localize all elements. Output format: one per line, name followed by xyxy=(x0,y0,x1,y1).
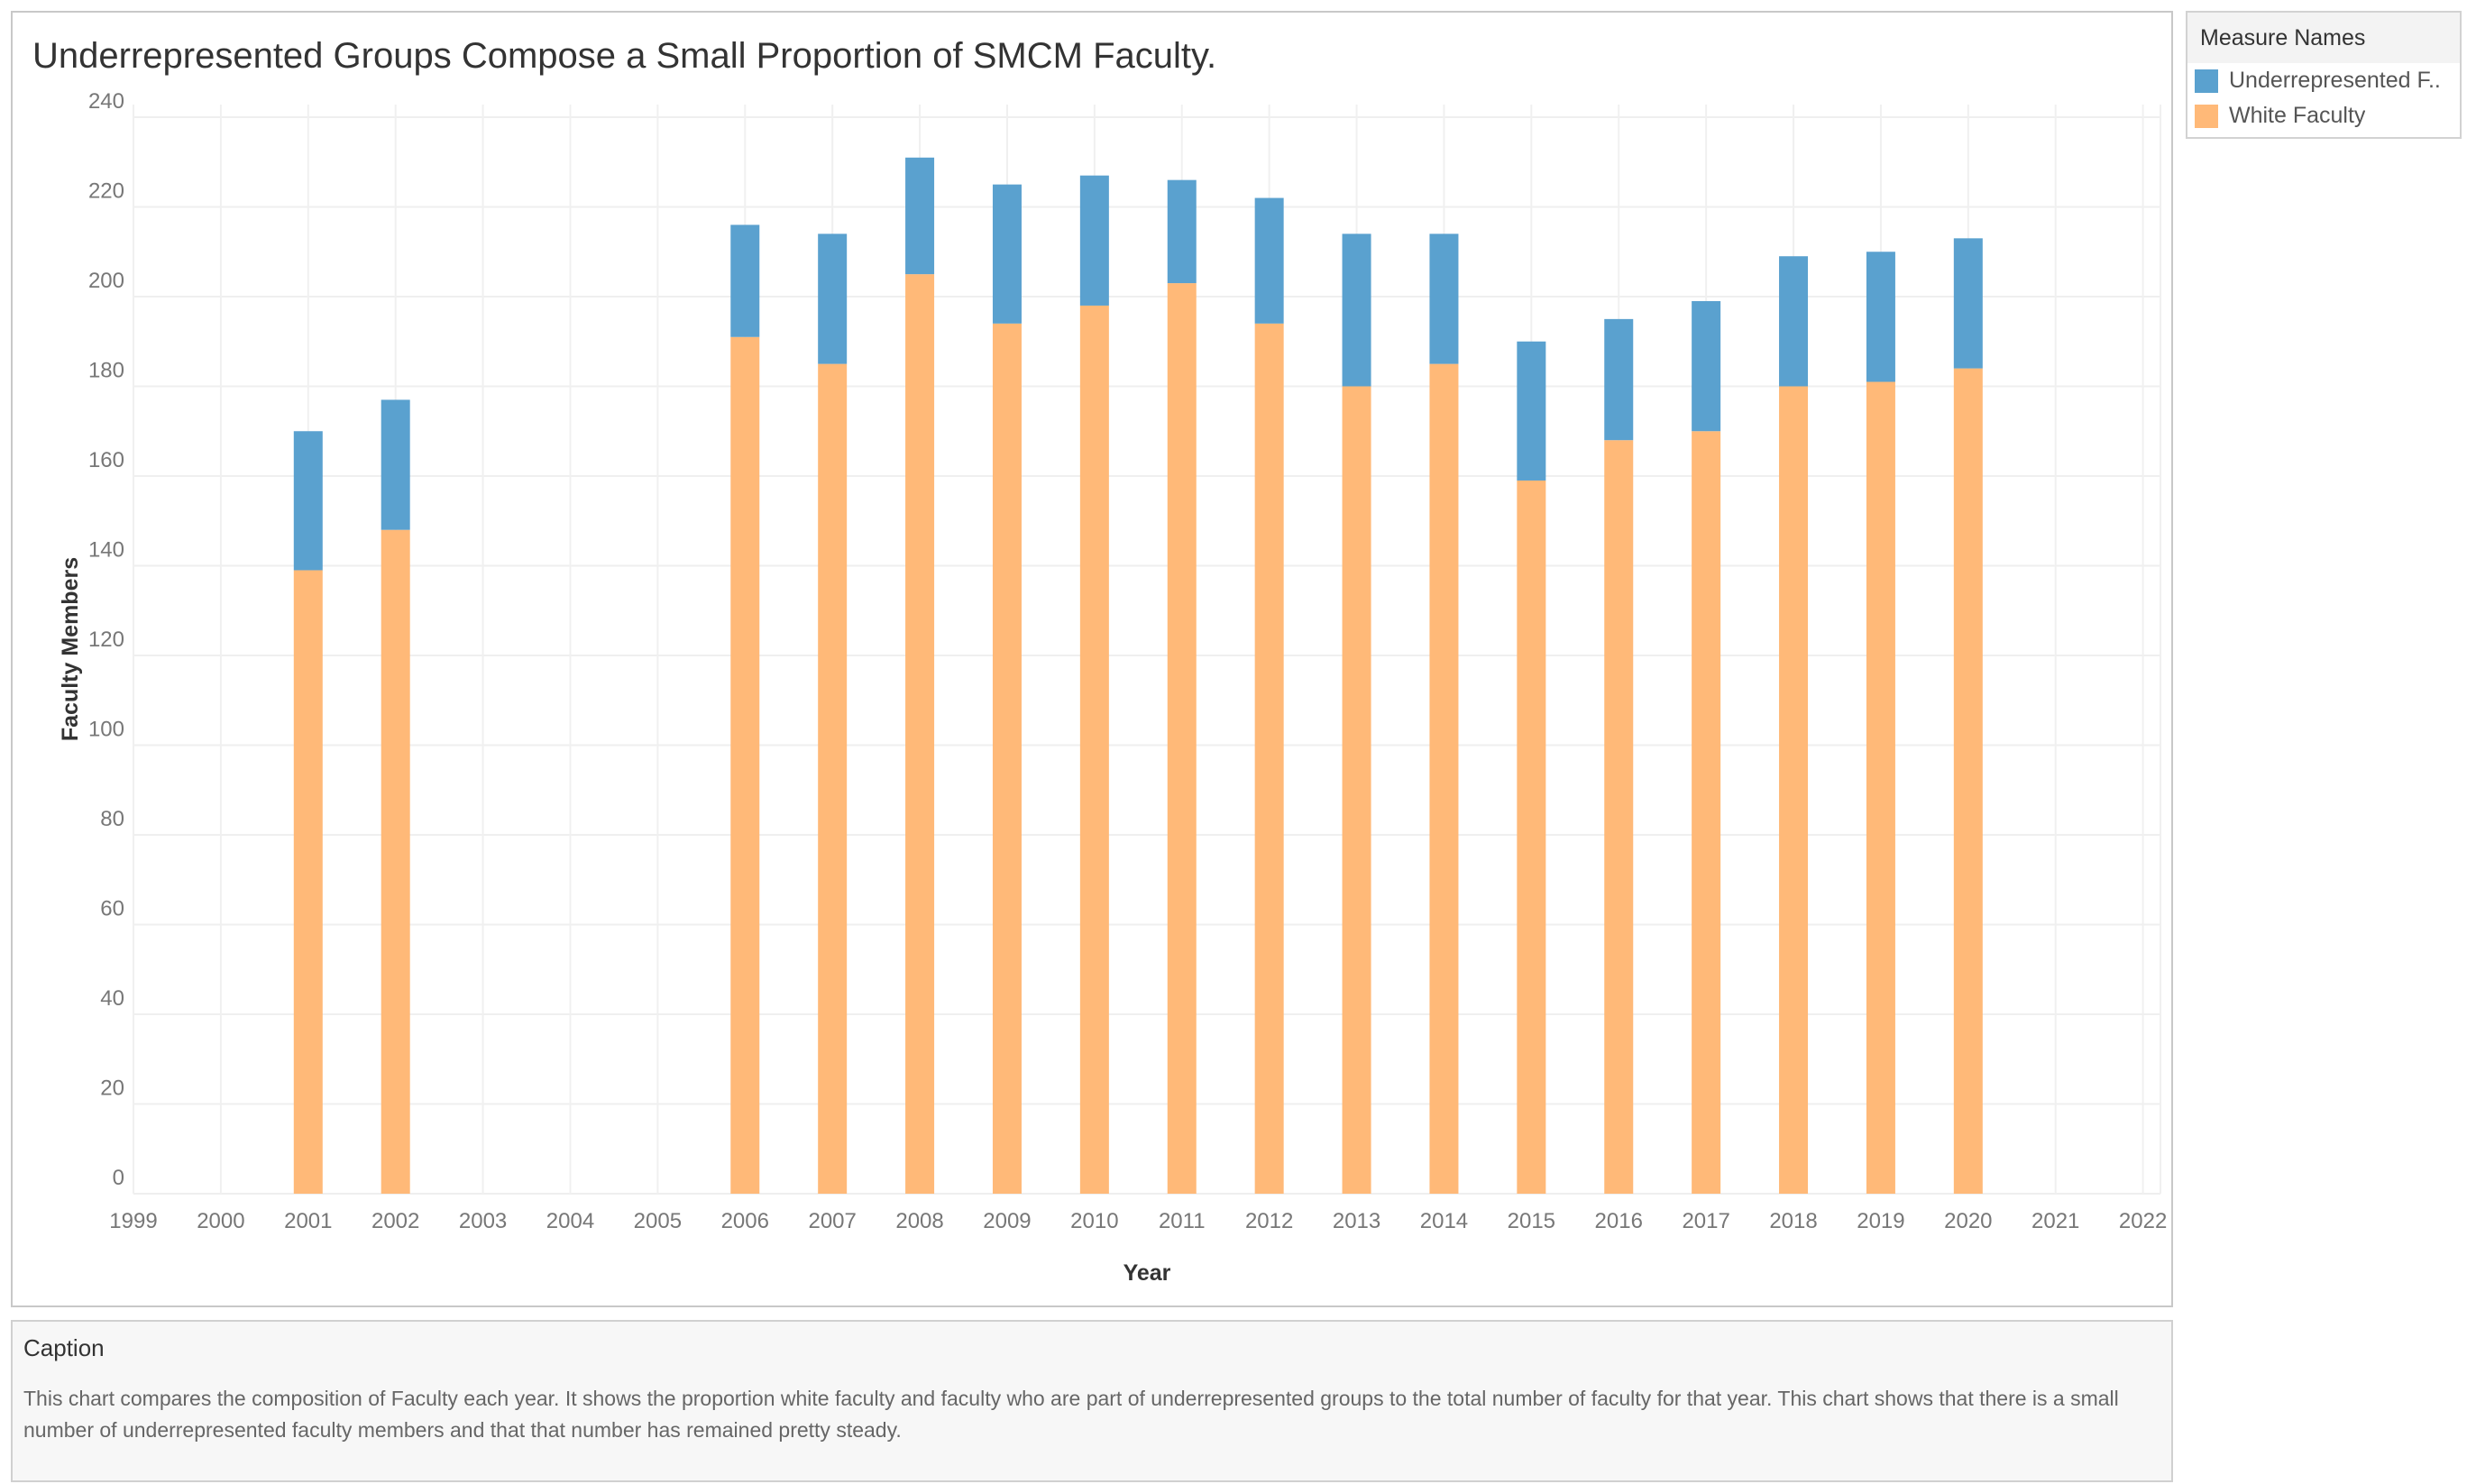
bar-underrepresented-f-2001 xyxy=(293,431,323,571)
x-tick-label: 2009 xyxy=(983,1209,1031,1233)
bar-white-faculty-2002 xyxy=(381,529,410,1194)
bar-underrepresented-f-2011 xyxy=(1167,179,1197,284)
bar-underrepresented-f-2012 xyxy=(1254,197,1284,324)
legend-label-underrepresented: Underrepresented F.. xyxy=(2229,68,2441,93)
y-tick-label: 20 xyxy=(100,1076,124,1101)
bar-white-faculty-2001 xyxy=(293,570,323,1194)
x-tick-label: 2017 xyxy=(1682,1209,1729,1233)
bar-underrepresented-f-2014 xyxy=(1429,234,1459,364)
x-tick-label: 2006 xyxy=(721,1209,769,1233)
bar-chart: 0 20 40 60 80 100 120 140 160 180 200 220 240 1999 200… xyxy=(58,89,2167,1286)
bar-white-faculty-2018 xyxy=(1779,386,1809,1194)
bar-underrepresented-f-2017 xyxy=(1692,300,1721,432)
y-tick-label: 140 xyxy=(88,538,124,563)
x-tick-label: 2005 xyxy=(634,1209,682,1233)
x-tick-label: 2001 xyxy=(284,1209,332,1233)
caption-text: This chart compares the composition of F… xyxy=(23,1387,2119,1442)
y-tick-label: 80 xyxy=(100,807,124,831)
caption-title: Caption xyxy=(23,1334,105,1361)
bar-white-faculty-2011 xyxy=(1167,283,1197,1194)
x-tick-label: 2020 xyxy=(1944,1209,1992,1233)
x-tick-label: 2011 xyxy=(1159,1209,1206,1233)
bar-underrepresented-f-2015 xyxy=(1517,341,1546,481)
y-tick-label: 180 xyxy=(88,359,124,383)
x-tick-label: 2008 xyxy=(895,1209,943,1233)
bar-white-faculty-2006 xyxy=(730,336,760,1194)
bar-white-faculty-2015 xyxy=(1517,480,1546,1194)
x-tick-label: 2016 xyxy=(1595,1209,1643,1233)
x-tick-label: 2013 xyxy=(1333,1209,1380,1233)
y-tick-label: 0 xyxy=(113,1166,124,1190)
bar-white-faculty-2016 xyxy=(1604,440,1634,1194)
x-tick-label: 2007 xyxy=(808,1209,856,1233)
legend-label-white-faculty: White Faculty xyxy=(2229,103,2366,128)
y-axis-title: Faculty Members xyxy=(58,557,83,741)
x-tick-label: 2018 xyxy=(1769,1209,1817,1233)
x-tick-label: 2004 xyxy=(546,1209,594,1233)
y-tick-label: 240 xyxy=(88,89,124,114)
bar-white-faculty-2009 xyxy=(992,323,1022,1195)
bar-white-faculty-2014 xyxy=(1429,363,1459,1194)
x-tick-label: 2022 xyxy=(2119,1209,2167,1233)
legend-swatch-underrepresented xyxy=(2195,69,2218,93)
bar-underrepresented-f-2006 xyxy=(730,224,760,337)
legend-item-underrepresented[interactable]: Underrepresented F.. xyxy=(2187,63,2460,98)
bar-underrepresented-f-2008 xyxy=(905,157,935,275)
chart-title: Underrepresented Groups Compose a Small … xyxy=(32,36,1217,76)
bar-white-faculty-2010 xyxy=(1079,305,1109,1194)
bar-white-faculty-2008 xyxy=(905,274,935,1194)
x-tick-label: 2019 xyxy=(1857,1209,1904,1233)
bar-underrepresented-f-2016 xyxy=(1604,318,1634,441)
x-tick-label: 2002 xyxy=(371,1209,419,1233)
legend-swatch-white-faculty xyxy=(2195,104,2218,128)
bar-underrepresented-f-2009 xyxy=(992,184,1022,324)
y-tick-label: 200 xyxy=(88,269,124,293)
bar-underrepresented-f-2019 xyxy=(1866,252,1895,382)
bar-white-faculty-2012 xyxy=(1254,323,1284,1195)
bar-underrepresented-f-2007 xyxy=(818,234,848,364)
y-tick-label: 40 xyxy=(100,986,124,1011)
x-tick-label: 2021 xyxy=(2031,1209,2079,1233)
x-tick-label: 2000 xyxy=(197,1209,244,1233)
legend: Measure Names Underrepresented F.. White… xyxy=(2186,11,2462,139)
bar-white-faculty-2007 xyxy=(818,363,848,1194)
chart-panel: 0 20 40 60 80 100 120 140 160 180 200 220 240 1999 200… xyxy=(11,11,2173,1307)
bar-underrepresented-f-2018 xyxy=(1779,256,1809,387)
y-tick-label: 60 xyxy=(100,897,124,921)
caption-panel: Caption This chart compares the composit… xyxy=(11,1320,2173,1482)
x-tick-label: 2014 xyxy=(1420,1209,1468,1233)
bar-white-faculty-2017 xyxy=(1692,431,1721,1194)
bar-white-faculty-2019 xyxy=(1866,381,1895,1194)
x-tick-label: 1999 xyxy=(109,1209,157,1233)
x-tick-label: 2012 xyxy=(1245,1209,1293,1233)
x-tick-label: 2015 xyxy=(1508,1209,1555,1233)
y-tick-label: 160 xyxy=(88,448,124,472)
x-axis-title: Year xyxy=(1123,1260,1171,1286)
bar-underrepresented-f-2002 xyxy=(381,399,410,530)
bar-underrepresented-f-2010 xyxy=(1079,175,1109,306)
bar-white-faculty-2013 xyxy=(1342,386,1371,1194)
bar-underrepresented-f-2013 xyxy=(1342,234,1371,387)
bar-underrepresented-f-2020 xyxy=(1953,238,1983,369)
bar-white-faculty-2020 xyxy=(1953,368,1983,1195)
x-tick-label: 2003 xyxy=(459,1209,507,1233)
legend-item-white-faculty[interactable]: White Faculty xyxy=(2187,98,2460,133)
legend-header: Measure Names xyxy=(2187,13,2460,63)
y-tick-label: 100 xyxy=(88,718,124,742)
y-tick-label: 120 xyxy=(88,627,124,652)
y-tick-label: 220 xyxy=(88,179,124,204)
x-tick-label: 2010 xyxy=(1070,1209,1118,1233)
